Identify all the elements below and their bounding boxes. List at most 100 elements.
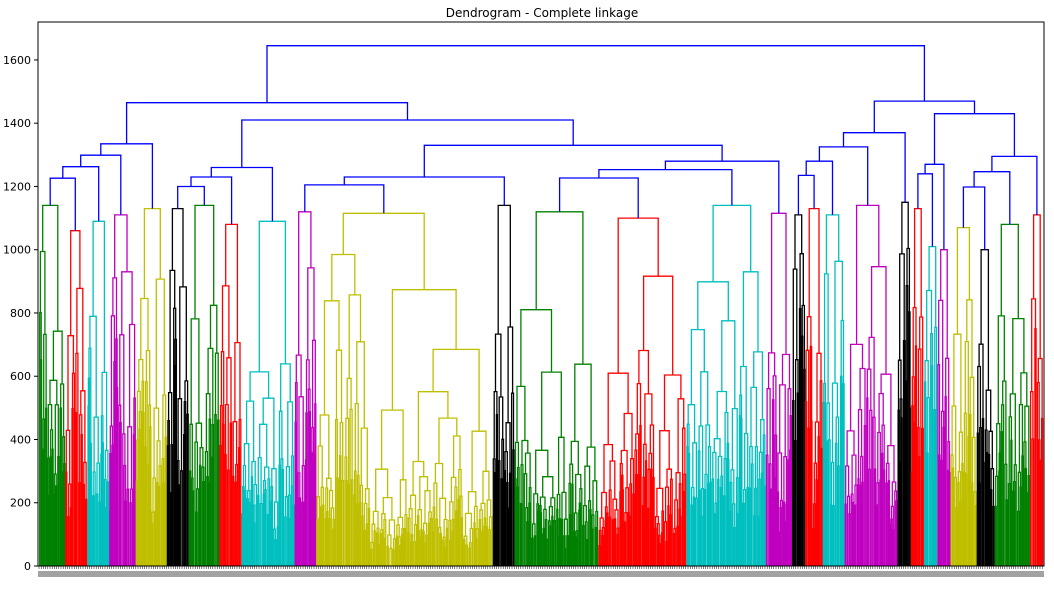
dendrogram-link	[49, 177, 76, 231]
dendrogram-link	[846, 430, 855, 466]
dendrogram-link	[637, 474, 640, 566]
dendrogram-link	[830, 504, 833, 566]
dendrogram-link	[931, 364, 934, 566]
dendrogram-link	[301, 501, 304, 566]
dendrogram-link	[727, 459, 730, 566]
dendrogram-link	[984, 461, 987, 566]
cluster-group	[897, 201, 912, 566]
cluster-group	[166, 207, 189, 566]
dendrogram-link	[771, 399, 775, 566]
dendrogram-links	[39, 45, 1044, 566]
dendrogram-link	[542, 476, 554, 498]
dendrogram-link	[574, 363, 592, 448]
cluster-group	[241, 220, 295, 566]
dendrogram-link	[807, 427, 810, 566]
dendrogram-link	[1000, 431, 1003, 566]
dendrogram-link	[412, 460, 425, 496]
dendrogram-link	[493, 471, 497, 566]
chart-title: Dendrogram - Complete linkage	[446, 6, 638, 20]
dendrogram-link	[113, 361, 116, 566]
dendrogram-link	[396, 524, 400, 537]
dendrogram-link	[103, 506, 106, 566]
dendrogram-link	[744, 432, 749, 490]
dendrogram-link	[963, 412, 967, 475]
dendrogram-link	[458, 468, 462, 500]
cluster-group	[87, 220, 110, 566]
dendrogram-link	[475, 537, 478, 566]
dendrogram-link	[603, 443, 614, 493]
dendrogram-link	[779, 384, 786, 457]
dendrogram-link	[63, 463, 66, 566]
dendrogram-link	[659, 430, 670, 489]
cluster-group	[39, 204, 66, 566]
dendrogram-link	[152, 477, 156, 513]
dendrogram-link	[901, 201, 909, 254]
dendrogram-link	[407, 532, 410, 566]
dendrogram-link	[690, 504, 693, 566]
dendrogram-link	[84, 498, 88, 566]
dendrogram-link	[353, 494, 356, 566]
dendrogram-link	[1012, 490, 1015, 566]
dendrogram-link	[820, 447, 823, 566]
dendrogram-link	[676, 525, 679, 566]
dendrogram-link	[290, 485, 293, 566]
dendrogram-link	[711, 478, 715, 566]
dendrogram-link	[753, 351, 764, 420]
dendrogram-link	[973, 171, 1011, 225]
cluster-group	[937, 249, 951, 566]
dendrogram-link	[962, 186, 986, 250]
plot-frame	[37, 21, 1045, 567]
dendrogram-link	[226, 469, 230, 566]
dendrogram-link	[913, 421, 916, 566]
dendrogram-link	[971, 481, 974, 566]
dendrogram-link	[51, 448, 54, 566]
dendrogram-link	[135, 480, 138, 566]
dendrogram-link	[109, 453, 112, 566]
dendrogram-link	[154, 510, 157, 566]
dendrogram-link	[41, 448, 45, 566]
dendrogram-link	[360, 427, 368, 489]
dendrogram-link	[331, 528, 335, 566]
dendrogram-link	[198, 464, 202, 566]
dendrogram-link	[107, 510, 110, 566]
dendrogram-link	[635, 474, 638, 566]
dendrogram-link	[822, 402, 825, 566]
dendrogram-link	[303, 501, 306, 566]
dendrogram-link	[746, 486, 749, 566]
dendrogram-link	[336, 476, 339, 566]
dendrogram-link	[273, 501, 279, 530]
dendrogram-link	[432, 348, 480, 432]
dendrogram-link	[208, 482, 211, 566]
dendrogram-link	[700, 515, 703, 566]
dendrogram-link	[789, 449, 792, 566]
dendrogram-link	[49, 379, 58, 405]
dendrogram-link	[770, 212, 787, 355]
dendrogram-link	[598, 168, 733, 206]
dendrogram-link	[298, 396, 304, 473]
dendrogram-link	[578, 509, 581, 566]
dendrogram-link	[868, 336, 875, 418]
dendrogram-link	[497, 460, 501, 566]
dendrogram-link	[539, 512, 543, 566]
dendrogram-link	[885, 482, 888, 566]
dendrogram-link	[417, 391, 449, 462]
dendrogram-link	[369, 548, 373, 566]
dendrogram-link	[367, 507, 371, 566]
dendrogram-link	[868, 468, 872, 566]
axes: 0 200 400 600 800 1000 1200 1400 1600	[3, 21, 1045, 577]
dendrogram-link	[311, 426, 315, 454]
dendrogram-link	[202, 480, 205, 566]
dendrogram-link	[646, 507, 650, 566]
dendrogram-link	[611, 519, 615, 566]
dendrogram-link	[873, 468, 877, 566]
dendrogram-link	[124, 500, 127, 566]
dendrogram-link	[395, 535, 399, 566]
dendrogram-link	[153, 407, 160, 478]
dendrogram-link	[924, 163, 945, 250]
dendrogram-link	[449, 539, 452, 566]
dendrogram-link	[601, 534, 604, 566]
dendrogram-link	[316, 519, 319, 566]
dendrogram-link	[439, 532, 443, 566]
